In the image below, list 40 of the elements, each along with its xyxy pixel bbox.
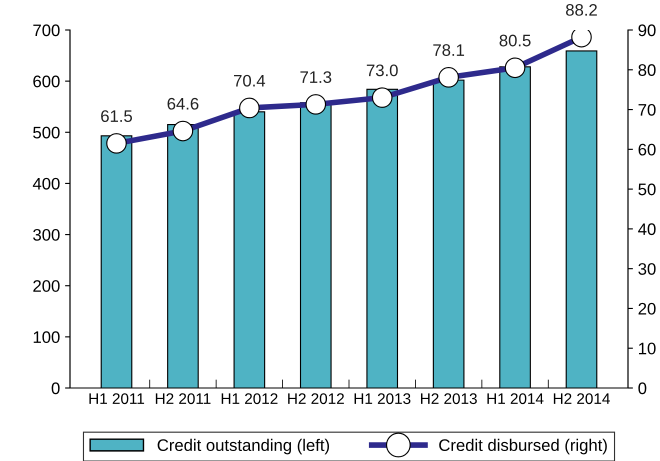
data-label: 73.0 xyxy=(366,64,398,76)
y-tick-label: 300 xyxy=(33,228,60,241)
data-label: 78.1 xyxy=(433,44,464,56)
y2-tick-label: 80 xyxy=(638,64,656,76)
bar xyxy=(566,50,598,388)
data-label: 71.3 xyxy=(300,71,332,84)
y-tick-label: 400 xyxy=(32,178,60,190)
x-tick-label: H2 2012 xyxy=(288,393,344,404)
y2-tick-label: 70 xyxy=(638,104,656,116)
x-tick-label: H2 2011 xyxy=(156,393,211,404)
y-tick-label: 200 xyxy=(33,280,60,292)
x-tick-label: H1 2011 xyxy=(89,393,144,404)
legend-label: Credit outstanding (left) xyxy=(158,438,330,454)
y2-tick-label: 30 xyxy=(638,263,656,275)
bar xyxy=(100,135,132,388)
y2-tick-label: 10 xyxy=(638,342,656,354)
bar xyxy=(167,124,199,388)
x-tick-label: H2 2014 xyxy=(554,393,610,404)
y-tick-label: 700 xyxy=(33,24,60,36)
x-tick-label: H1 2014 xyxy=(487,393,544,404)
legend-label: Credit disbursed (right) xyxy=(439,438,607,454)
x-tick-label: H1 2013 xyxy=(354,393,410,404)
data-label: 61.5 xyxy=(101,110,132,122)
data-label: 88.2 xyxy=(566,4,597,16)
x-tick-label: H1 2012 xyxy=(222,393,278,404)
y2-tick-label: 20 xyxy=(638,302,656,315)
y-tick-label: 100 xyxy=(34,331,60,344)
y2-tick-label: 60 xyxy=(638,144,656,156)
y2-tick-label: 0 xyxy=(638,382,646,394)
data-label: 70.4 xyxy=(234,74,266,87)
y-tick-label: 500 xyxy=(33,126,60,138)
y2-tick-label: 50 xyxy=(638,184,656,196)
bar xyxy=(366,88,398,388)
y-tick-label: 600 xyxy=(33,76,60,88)
y2-tick-label: 40 xyxy=(638,223,656,236)
y-tick-label: 0 xyxy=(52,382,60,394)
data-label: 64.6 xyxy=(168,98,198,110)
x-tick-label: H2 2013 xyxy=(421,393,477,404)
y2-tick-label: 90 xyxy=(638,24,656,36)
data-label: 80.5 xyxy=(500,34,531,46)
